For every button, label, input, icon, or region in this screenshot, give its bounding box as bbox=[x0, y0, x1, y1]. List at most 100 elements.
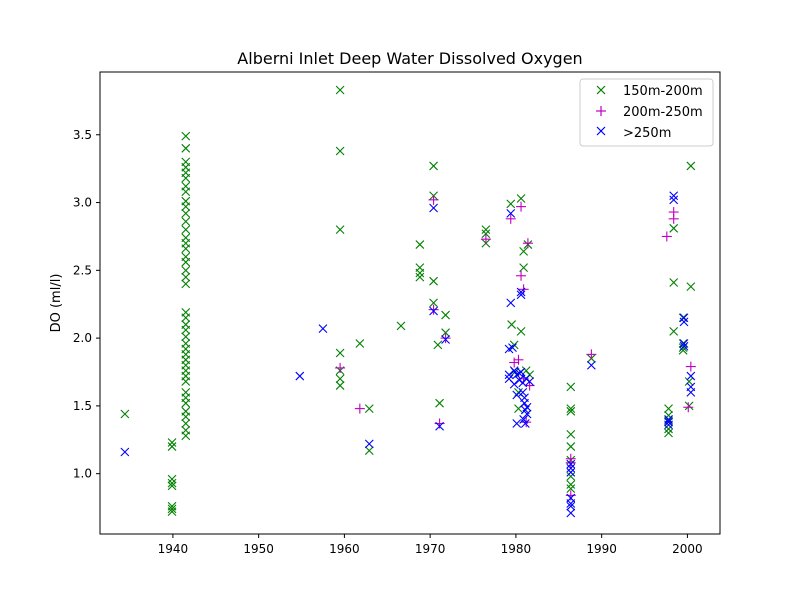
data-point bbox=[516, 194, 526, 203]
data-point bbox=[181, 143, 191, 153]
y-tick-label: 3.0 bbox=[73, 196, 92, 210]
data-point bbox=[355, 339, 365, 348]
x-tick-label: 1940 bbox=[158, 542, 189, 556]
data-point bbox=[415, 272, 425, 282]
data-point bbox=[429, 161, 438, 171]
data-point bbox=[181, 325, 191, 335]
y-axis-label: DO (ml/l) bbox=[49, 274, 64, 333]
data-point bbox=[429, 203, 438, 213]
data-point bbox=[679, 341, 689, 351]
data-point bbox=[181, 187, 191, 197]
data-point bbox=[441, 335, 450, 344]
data-point bbox=[509, 340, 519, 350]
y-tick-label: 1.0 bbox=[73, 467, 92, 481]
data-point bbox=[522, 402, 532, 412]
data-point bbox=[335, 374, 345, 384]
data-point bbox=[566, 480, 576, 489]
data-point bbox=[335, 381, 345, 390]
data-point bbox=[566, 501, 576, 511]
data-point bbox=[509, 357, 520, 368]
x-axis-ticks: 1940 1950 1960 1970 1980 1990 2000 bbox=[158, 534, 703, 556]
legend-label-200-250: 200m-250m bbox=[623, 105, 703, 120]
data-point bbox=[566, 429, 576, 439]
legend: 150m-200m 200m-250m >250m bbox=[579, 78, 714, 147]
y-tick-label: 2.0 bbox=[73, 331, 92, 345]
data-point bbox=[509, 379, 519, 389]
data-point bbox=[335, 362, 346, 373]
data-point bbox=[664, 420, 673, 430]
data-point bbox=[120, 409, 130, 419]
data-point bbox=[506, 298, 516, 308]
data-points bbox=[120, 85, 696, 518]
data-point bbox=[181, 332, 191, 342]
plot-area-frame bbox=[99, 71, 721, 535]
data-point bbox=[364, 404, 374, 413]
data-point bbox=[669, 326, 679, 336]
data-point bbox=[415, 268, 425, 278]
data-point bbox=[167, 507, 177, 517]
y-tick-label: 2.5 bbox=[73, 263, 92, 277]
data-point bbox=[318, 324, 328, 334]
data-point bbox=[686, 282, 696, 291]
data-point bbox=[364, 439, 374, 449]
data-point bbox=[181, 419, 191, 428]
data-point bbox=[429, 306, 438, 316]
data-point bbox=[516, 270, 527, 281]
data-point bbox=[181, 431, 191, 441]
data-point bbox=[441, 328, 450, 338]
data-point bbox=[505, 213, 516, 224]
data-point bbox=[566, 499, 576, 508]
data-point bbox=[512, 419, 522, 428]
data-point bbox=[415, 240, 425, 249]
data-point bbox=[664, 428, 673, 438]
data-point bbox=[686, 387, 696, 397]
data-point bbox=[181, 209, 191, 218]
data-point bbox=[566, 467, 576, 477]
data-point bbox=[396, 321, 406, 331]
data-point bbox=[167, 504, 177, 514]
data-point bbox=[522, 238, 533, 249]
data-point bbox=[664, 416, 673, 426]
data-point bbox=[679, 317, 689, 327]
data-point bbox=[181, 279, 191, 289]
data-point bbox=[668, 213, 679, 224]
data-point bbox=[181, 265, 191, 275]
data-point bbox=[508, 343, 517, 352]
data-point bbox=[565, 457, 576, 468]
data-point bbox=[683, 402, 694, 413]
data-point bbox=[181, 217, 191, 226]
data-point bbox=[686, 161, 696, 171]
legend-frame bbox=[579, 78, 714, 147]
data-point bbox=[167, 442, 177, 451]
data-point bbox=[167, 474, 177, 484]
data-point bbox=[661, 231, 672, 242]
legend-marker-150-200 bbox=[596, 85, 606, 95]
data-point bbox=[181, 173, 191, 183]
legend-label-over-250: >250m bbox=[623, 126, 671, 141]
data-point bbox=[181, 131, 191, 141]
data-point bbox=[428, 194, 439, 205]
data-point bbox=[481, 225, 491, 235]
data-point bbox=[519, 263, 529, 273]
data-point bbox=[181, 398, 191, 408]
x-tick-label: 1950 bbox=[243, 542, 274, 556]
data-point bbox=[566, 442, 576, 451]
data-point bbox=[566, 508, 576, 518]
data-point bbox=[167, 481, 177, 491]
legend-marker-over-250 bbox=[596, 126, 606, 136]
data-point bbox=[522, 409, 532, 419]
data-point bbox=[512, 390, 522, 400]
chart-title: Alberni Inlet Deep Water Dissolved Oxyge… bbox=[237, 49, 582, 68]
data-point bbox=[513, 354, 524, 365]
data-point bbox=[669, 278, 679, 287]
data-point bbox=[181, 313, 191, 323]
data-point bbox=[678, 339, 688, 348]
data-point bbox=[295, 371, 305, 381]
data-point bbox=[504, 370, 514, 380]
data-point bbox=[516, 287, 526, 297]
data-point bbox=[335, 225, 345, 235]
data-point bbox=[167, 438, 177, 447]
data-point bbox=[509, 366, 519, 376]
data-point bbox=[181, 202, 191, 212]
data-point bbox=[516, 290, 526, 300]
